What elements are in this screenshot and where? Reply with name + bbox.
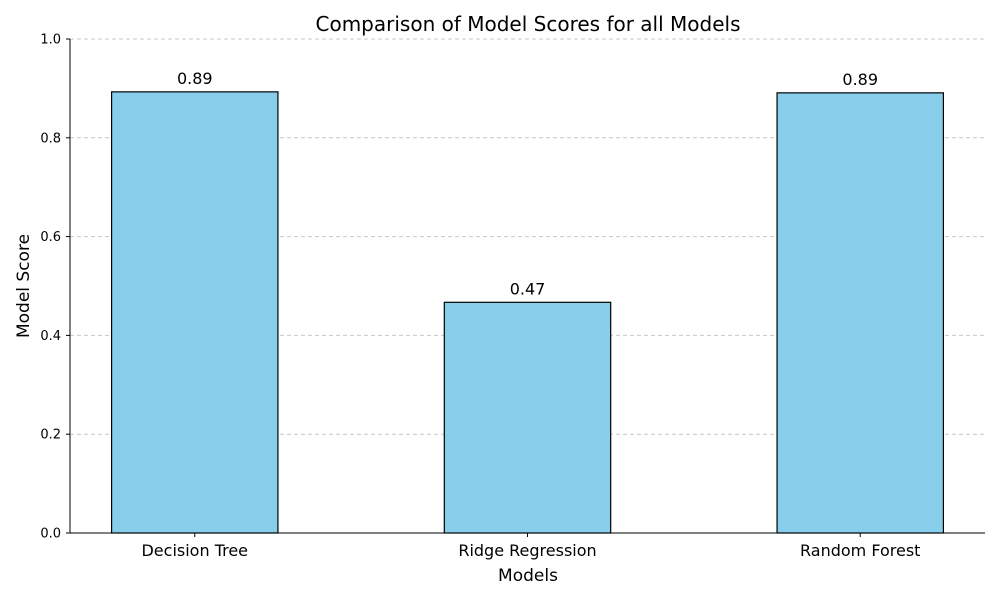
y-tick-label: 1.0 <box>40 33 61 48</box>
bars <box>110 91 945 534</box>
y-tick-label: 0.4 <box>40 329 61 344</box>
y-tick-label: 0.0 <box>40 527 61 542</box>
x-ticks: Decision Tree Ridge Regression Random Fore… <box>141 533 920 560</box>
data-label: 0.47 <box>510 279 546 298</box>
x-tick-label: Decision Tree <box>141 541 248 560</box>
data-labels: 0.89 0.47 0.89 <box>177 69 878 298</box>
bar-decision-tree <box>110 91 279 534</box>
y-tick-label: 0.2 <box>40 428 61 443</box>
x-tick-label: Random Forest <box>800 541 920 560</box>
x-axis-label: Models <box>498 566 558 586</box>
y-axis-label: Model Score <box>14 234 34 338</box>
chart-title: Comparison of Model Scores for all Model… <box>316 12 741 36</box>
y-tick-label: 0.6 <box>40 230 61 245</box>
x-tick-label: Ridge Regression <box>458 541 596 560</box>
bar-random-forest <box>776 92 945 534</box>
y-tick-label: 0.8 <box>40 131 61 146</box>
bar-ridge-regression <box>443 301 612 534</box>
data-label: 0.89 <box>842 70 878 89</box>
y-ticks: 0.0 0.2 0.4 0.6 0.8 1.0 <box>40 33 70 542</box>
data-label: 0.89 <box>177 69 213 88</box>
